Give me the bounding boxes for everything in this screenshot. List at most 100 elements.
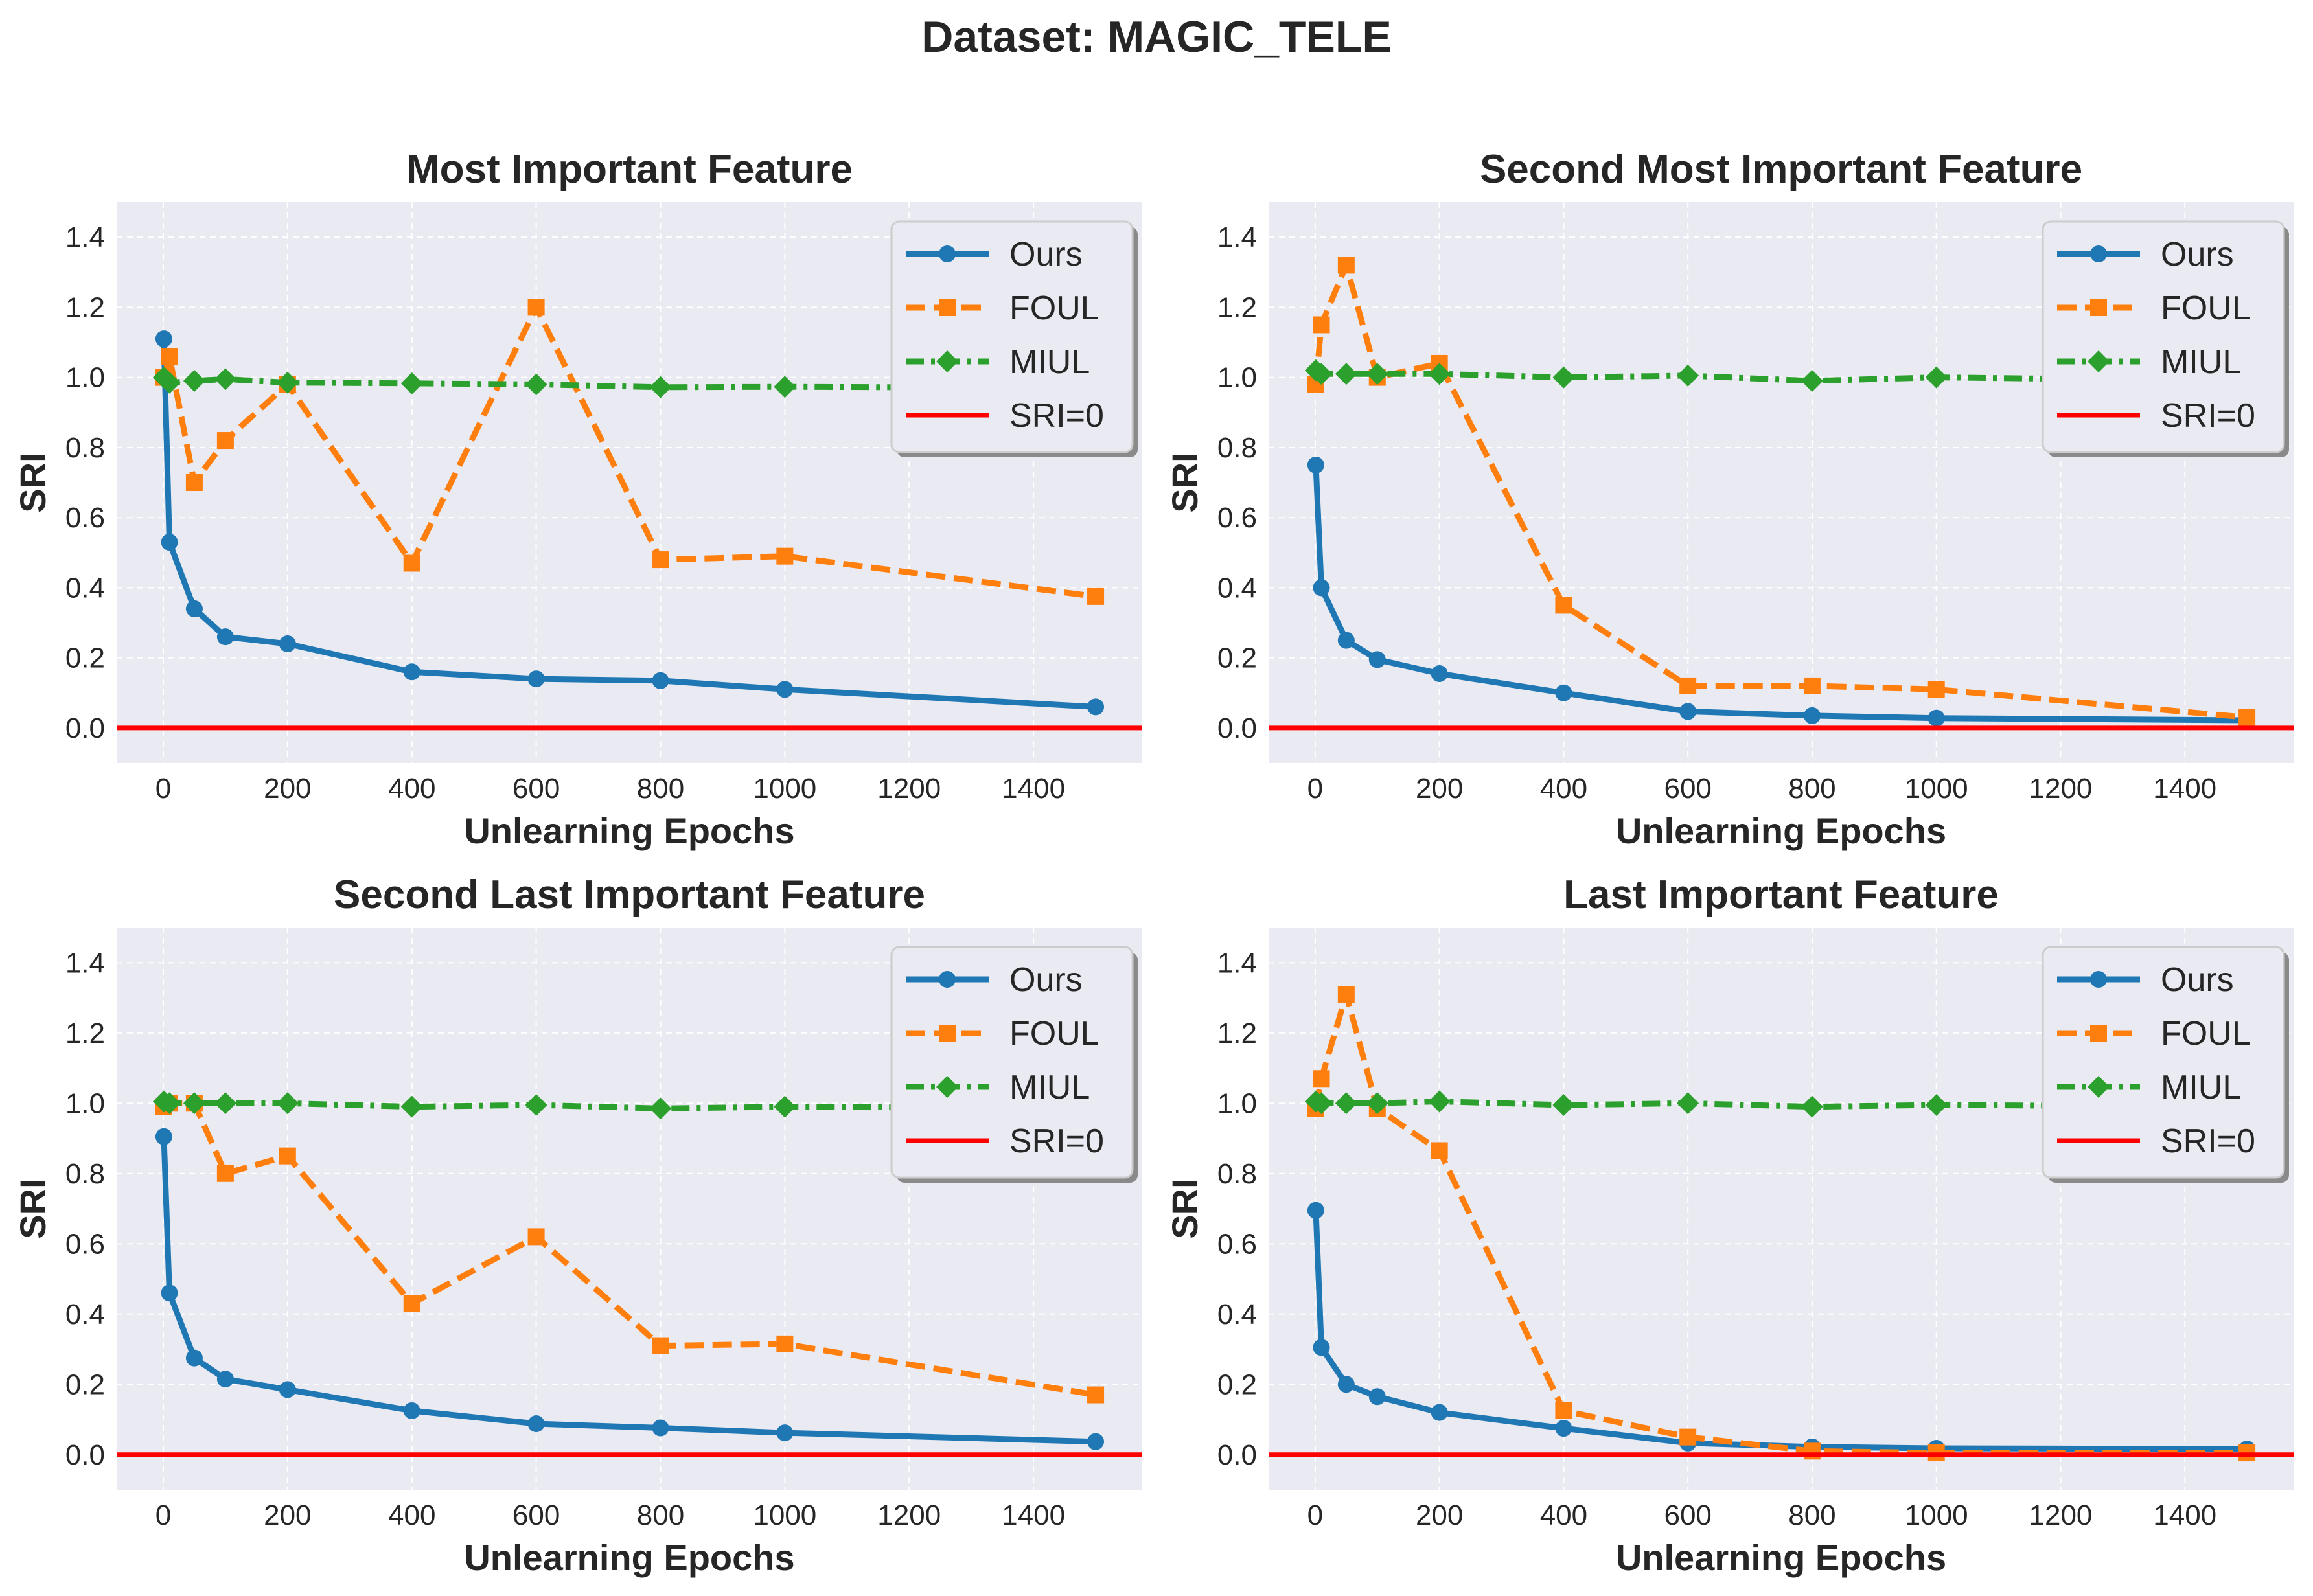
x-tick-label: 1400 — [2153, 773, 2216, 804]
marker-ours — [1803, 707, 1821, 724]
marker-foul — [1679, 1428, 1697, 1446]
x-tick-label: 0 — [1307, 1499, 1323, 1531]
x-tick-label: 1400 — [2153, 1499, 2216, 1531]
x-tick-label: 800 — [1788, 1499, 1835, 1531]
y-tick-label: 0.0 — [65, 712, 105, 744]
legend-label: FOUL — [2161, 1015, 2251, 1053]
marker-miul — [1428, 1090, 1451, 1113]
marker-ours — [1368, 1388, 1386, 1406]
y-tick-label: 0.6 — [1217, 502, 1257, 534]
y-tick-label: 1.4 — [1217, 947, 1257, 979]
marker-miul — [183, 1092, 205, 1115]
marker-ours — [155, 1128, 172, 1145]
marker-ours — [161, 534, 178, 551]
x-tick-label: 600 — [512, 1499, 560, 1531]
y-tick-label: 0.2 — [65, 643, 105, 674]
x-tick-label: 400 — [1540, 1499, 1587, 1531]
x-tick-label: 1000 — [753, 1499, 816, 1531]
legend: Ours FOUL MIUL SRI=0 — [890, 946, 1138, 1183]
marker-foul — [1087, 587, 1105, 605]
marker-ours — [1087, 698, 1105, 716]
marker-ours — [1679, 703, 1697, 720]
legend-marker — [2090, 1025, 2107, 1042]
axes-title: Last Important Feature — [1563, 872, 1999, 917]
y-tick-label: 0.2 — [1217, 643, 1257, 674]
y-tick-label: 1.0 — [1217, 1088, 1257, 1119]
x-tick-label: 0 — [155, 773, 171, 804]
marker-ours — [776, 1424, 794, 1442]
legend-box — [2042, 220, 2285, 453]
figure-suptitle: Dataset: MAGIC_TELE — [921, 12, 1391, 62]
axes-title: Second Last Important Feature — [334, 872, 925, 917]
x-tick-label: 800 — [637, 773, 684, 804]
x-tick-label: 1200 — [877, 773, 941, 804]
marker-foul — [1803, 677, 1821, 694]
marker-foul — [216, 1165, 234, 1182]
marker-ours — [1313, 1339, 1330, 1356]
series-line-foul — [1313, 991, 2248, 1456]
legend: Ours FOUL MIUL SRI=0 — [2042, 220, 2289, 457]
marker-foul — [1555, 1402, 1572, 1419]
marker-ours — [216, 628, 234, 646]
marker-miul — [1335, 363, 1357, 385]
marker-foul — [527, 299, 545, 316]
x-axis-label: Unlearning Epochs — [464, 1537, 794, 1578]
marker-miul — [276, 1092, 299, 1115]
subplot-3: 0 200 400 600 800 1000 1200 1400 0.0 0.2 0.4 0.6 0.8… — [12, 872, 1142, 1578]
marker-miul — [649, 1097, 672, 1120]
x-tick-label: 1400 — [1002, 773, 1065, 804]
marker-miul — [158, 371, 181, 394]
y-tick-label: 1.2 — [1217, 1018, 1257, 1049]
marker-miul — [1428, 363, 1451, 385]
marker-foul — [1679, 677, 1697, 694]
x-tick-label: 1200 — [877, 1499, 941, 1531]
marker-miul — [1366, 363, 1388, 385]
y-tick-label: 0.6 — [1217, 1228, 1257, 1260]
marker-miul — [400, 1095, 423, 1118]
marker-foul — [403, 554, 420, 572]
legend-marker — [936, 1076, 958, 1098]
marker-ours — [403, 1402, 420, 1419]
marker-miul — [1801, 1095, 1823, 1118]
marker-miul — [525, 1093, 547, 1116]
y-tick-label: 0.2 — [1217, 1369, 1257, 1400]
legend-marker — [2088, 1076, 2110, 1098]
marker-foul — [2238, 709, 2256, 726]
marker-miul — [774, 376, 796, 398]
x-tick-label: 1000 — [1905, 773, 1968, 804]
marker-foul — [1087, 1386, 1105, 1404]
marker-miul — [1335, 1092, 1357, 1115]
marker-miul — [1677, 364, 1699, 387]
marker-foul — [652, 551, 669, 569]
y-tick-label: 0.4 — [65, 1299, 105, 1330]
marker-ours — [1337, 632, 1355, 649]
marker-ours — [1555, 1420, 1572, 1437]
x-axis-label: Unlearning Epochs — [1616, 1537, 1946, 1578]
legend-box — [890, 946, 1134, 1179]
marker-ours — [1368, 651, 1386, 668]
legend-marker — [939, 971, 956, 988]
x-tick-label: 600 — [1664, 1499, 1711, 1531]
x-axis-label: Unlearning Epochs — [1616, 810, 1946, 851]
axes-title: Most Important Feature — [406, 147, 853, 192]
marker-foul — [279, 1147, 296, 1165]
legend-marker — [939, 299, 956, 316]
y-tick-label: 0.4 — [1217, 1299, 1257, 1330]
legend-label: Ours — [1009, 236, 1083, 273]
x-tick-label: 200 — [1416, 773, 1463, 804]
x-tick-label: 800 — [1788, 773, 1835, 804]
y-tick-label: 0.0 — [1217, 1439, 1257, 1471]
legend-label: Ours — [2161, 236, 2234, 273]
marker-miul — [183, 370, 205, 393]
y-tick-label: 1.4 — [65, 222, 105, 253]
x-tick-label: 1200 — [2029, 1499, 2093, 1531]
marker-foul — [1928, 681, 1945, 698]
series-line-miul — [161, 375, 1096, 391]
y-tick-label: 0.8 — [65, 432, 105, 464]
marker-ours — [1307, 1202, 1324, 1219]
legend-marker — [2090, 299, 2107, 316]
marker-ours — [1337, 1376, 1355, 1393]
y-axis-label: SRI — [12, 1178, 53, 1238]
marker-foul — [1555, 597, 1572, 614]
